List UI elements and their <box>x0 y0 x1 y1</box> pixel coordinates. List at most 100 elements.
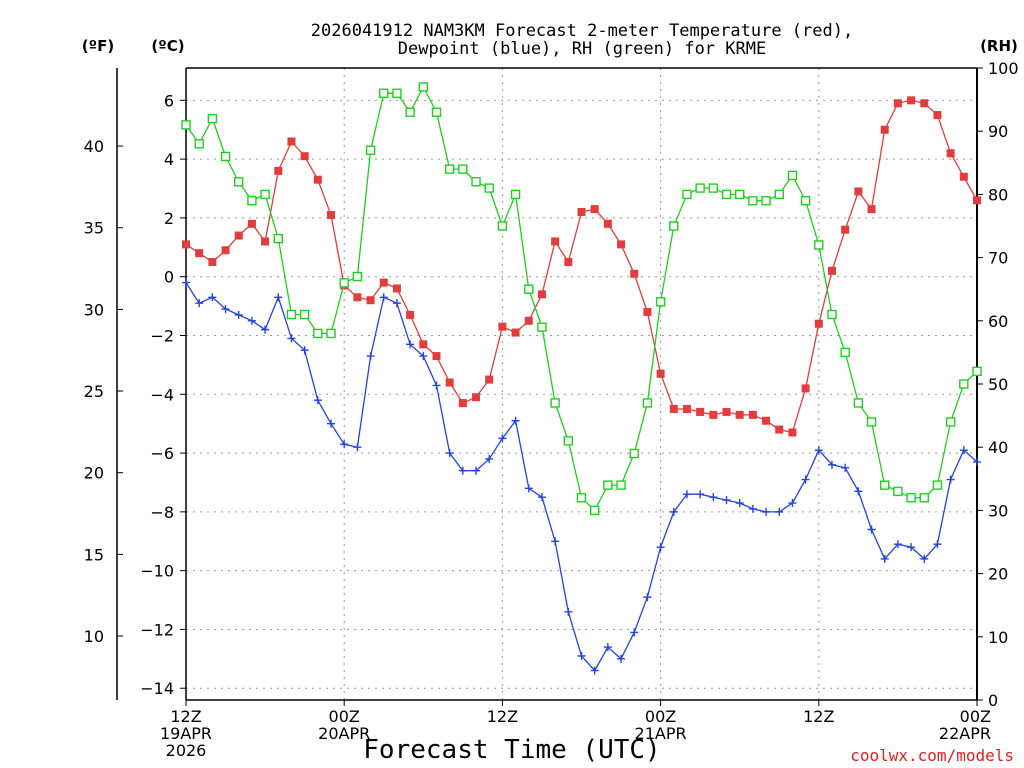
data-point <box>920 554 929 563</box>
data-point <box>195 299 204 308</box>
series-line <box>185 99 978 434</box>
data-point <box>906 493 916 503</box>
data-point <box>841 463 850 472</box>
data-point <box>431 107 442 117</box>
celsius-tick-label: −14 <box>140 679 174 698</box>
data-point <box>247 316 256 325</box>
data-point <box>577 651 586 660</box>
data-point <box>458 164 468 174</box>
data-point <box>221 246 230 255</box>
data-point <box>814 240 824 250</box>
data-point <box>444 164 455 174</box>
data-point <box>682 404 691 413</box>
chart-title-line-1: 2026041912 NAM3KM Forecast 2-meter Tempe… <box>311 21 853 41</box>
data-point <box>181 120 191 130</box>
data-point <box>800 196 811 206</box>
data-point <box>603 480 613 490</box>
celsius-tick-label: −6 <box>150 444 174 463</box>
fahrenheit-tick-label: 20 <box>84 464 104 483</box>
data-point <box>748 504 757 513</box>
data-point <box>208 293 217 302</box>
data-point <box>286 309 297 320</box>
celsius-tick-label: −10 <box>140 562 174 581</box>
x-tick-label: 12Z <box>487 707 518 726</box>
data-point <box>854 187 863 196</box>
fahrenheit-unit-label: (ºF) <box>82 37 114 55</box>
data-point <box>933 111 942 120</box>
data-point <box>300 346 309 355</box>
data-point <box>379 278 388 287</box>
series-celsius <box>182 278 981 675</box>
data-point <box>498 434 507 443</box>
data-point <box>537 322 547 332</box>
data-point <box>247 219 256 228</box>
data-point <box>340 440 349 449</box>
data-point <box>260 189 270 200</box>
fahrenheit-tick-label: 40 <box>84 137 104 156</box>
data-point <box>392 284 401 293</box>
rh-tick-label: 80 <box>988 185 1008 204</box>
data-point <box>959 379 969 389</box>
data-point <box>655 297 666 307</box>
data-point <box>234 310 243 319</box>
data-point <box>419 340 428 349</box>
data-point <box>564 607 573 616</box>
rh-tick-label: 70 <box>988 249 1008 268</box>
data-point <box>234 177 244 187</box>
data-point <box>577 208 586 217</box>
data-point <box>273 233 283 244</box>
data-point <box>617 240 626 249</box>
data-point <box>589 505 600 516</box>
data-point <box>814 319 823 328</box>
data-point <box>497 221 508 231</box>
data-point <box>418 82 428 92</box>
data-point <box>867 205 876 214</box>
data-point <box>564 258 573 267</box>
data-point <box>472 393 481 402</box>
data-point <box>867 525 876 534</box>
data-point <box>313 396 322 405</box>
data-point <box>524 484 533 493</box>
data-point <box>471 177 481 187</box>
credit-label: coolwx.com/models <box>850 746 1014 765</box>
celsius-tick-label: −2 <box>150 326 174 345</box>
data-point <box>643 307 652 316</box>
data-point <box>946 149 955 158</box>
data-point <box>603 643 612 652</box>
x-tick-label: 19APR <box>160 724 212 743</box>
x-axis-title: Forecast Time (UTC) <box>363 735 660 765</box>
data-point <box>419 352 428 361</box>
rh-tick-label: 100 <box>988 59 1019 78</box>
fahrenheit-tick-label: 10 <box>84 627 104 646</box>
data-point <box>511 416 520 425</box>
data-point <box>946 475 955 484</box>
data-point <box>945 417 956 427</box>
rh-tick-label: 60 <box>988 312 1008 331</box>
data-point <box>893 99 902 108</box>
data-point <box>405 107 415 117</box>
data-point <box>841 225 850 234</box>
data-point <box>853 398 864 408</box>
data-point <box>722 496 731 505</box>
data-point <box>696 490 705 499</box>
data-point <box>880 480 890 490</box>
data-point <box>537 493 546 502</box>
data-point <box>406 310 415 319</box>
celsius-tick-label: 6 <box>164 91 174 110</box>
data-point <box>748 410 757 419</box>
data-point <box>774 189 784 200</box>
data-point <box>642 398 653 408</box>
data-point <box>485 375 494 384</box>
data-point <box>814 446 823 455</box>
data-point <box>932 480 943 490</box>
series-celsius <box>182 96 981 437</box>
data-point <box>735 499 744 508</box>
data-point <box>220 151 231 162</box>
data-point <box>775 507 784 516</box>
data-series <box>181 82 982 675</box>
data-point <box>472 466 481 475</box>
data-point <box>616 480 626 490</box>
data-point <box>643 593 652 602</box>
data-point <box>445 378 454 387</box>
data-point <box>603 219 612 228</box>
